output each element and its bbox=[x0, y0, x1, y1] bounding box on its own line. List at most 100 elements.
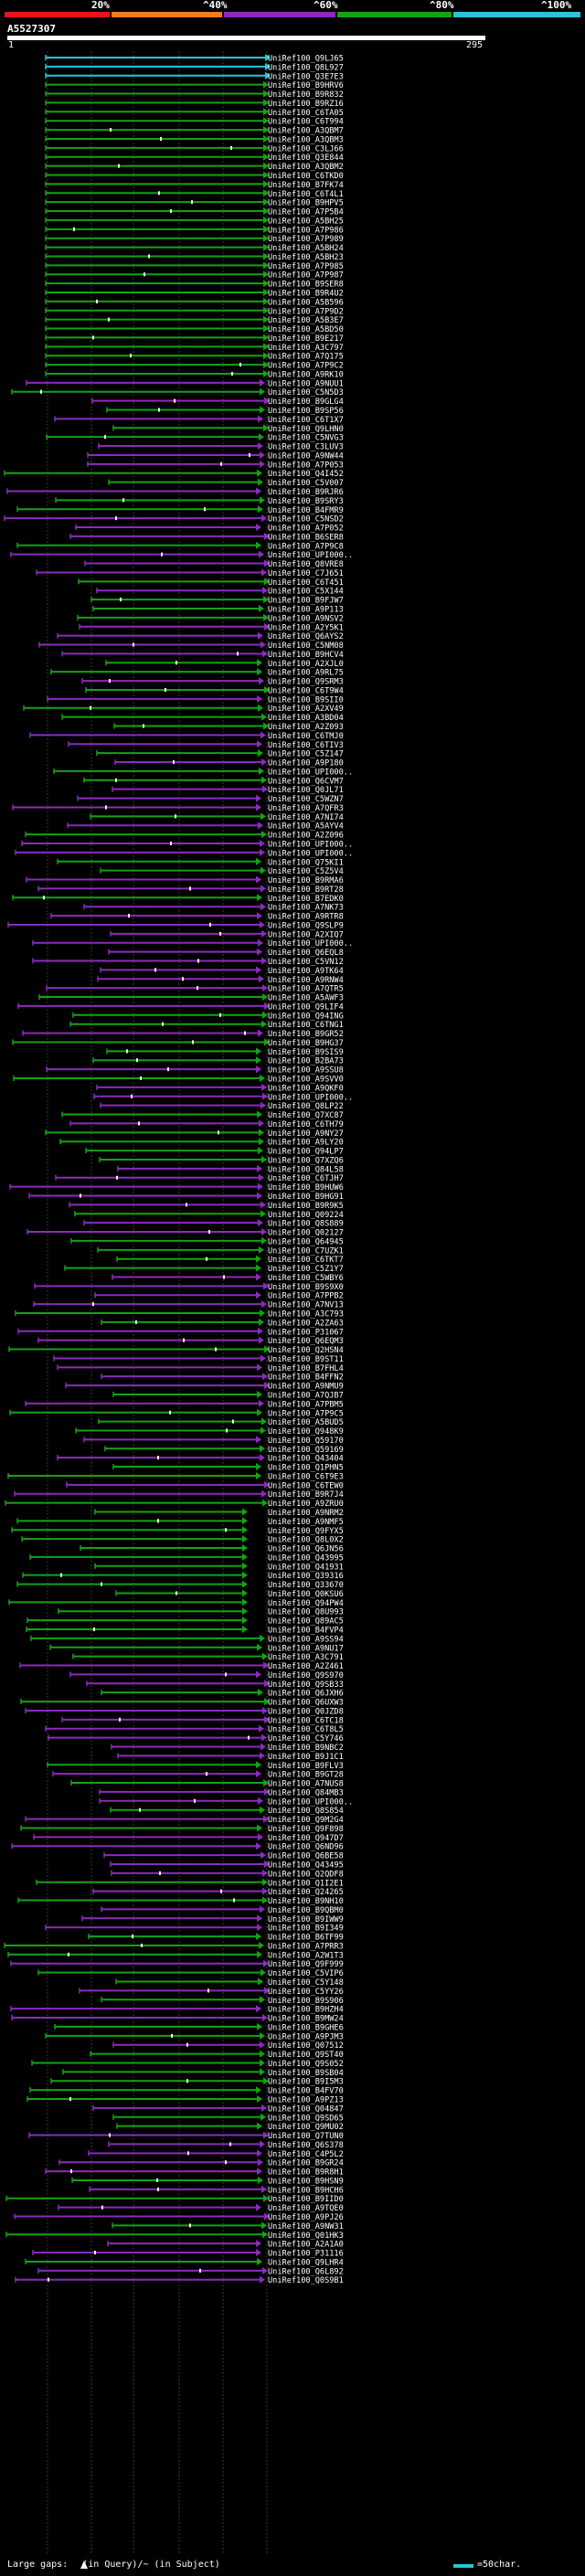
hit-label[interactable]: UniRef100_A9NRM2 bbox=[268, 1509, 344, 1518]
hit-label[interactable]: UniRef100_B9HCV4 bbox=[268, 651, 344, 660]
hit-label[interactable]: UniRef100_A9NUU1 bbox=[268, 379, 344, 388]
hit-label[interactable]: UniRef100_A2XJL0 bbox=[268, 660, 344, 669]
hit-label[interactable]: UniRef100_B9IID0 bbox=[268, 2195, 344, 2204]
hit-label[interactable]: UniRef100_C6TKD0 bbox=[268, 172, 344, 181]
hit-label[interactable]: UniRef100_Q9SD65 bbox=[268, 2114, 344, 2123]
hit-label[interactable]: UniRef100_Q04847 bbox=[268, 2104, 344, 2114]
hit-label[interactable]: UniRef100_A9RTR8 bbox=[268, 913, 344, 922]
hit-label[interactable]: UniRef100_B9HCH6 bbox=[268, 2186, 344, 2195]
hit-label[interactable]: UniRef100_B4FV70 bbox=[268, 2087, 344, 2096]
hit-label[interactable]: UniRef100_Q6EQM3 bbox=[268, 1337, 344, 1346]
hit-label[interactable]: UniRef100_B6SER8 bbox=[268, 533, 344, 542]
hit-label[interactable]: UniRef100_Q07512 bbox=[268, 2041, 344, 2051]
hit-label[interactable]: UniRef100_A9RNW4 bbox=[268, 976, 344, 985]
hit-label[interactable]: UniRef100_A9P180 bbox=[268, 759, 344, 769]
hit-label[interactable]: UniRef100_B9HZH4 bbox=[268, 2006, 344, 2015]
hit-label[interactable]: UniRef100_B9R8H1 bbox=[268, 2168, 344, 2178]
hit-label[interactable]: UniRef100_Q09224 bbox=[268, 1211, 344, 1220]
hit-label[interactable]: UniRef100_A9PZ13 bbox=[268, 2096, 344, 2105]
hit-label[interactable]: UniRef100_B9R4U2 bbox=[268, 290, 344, 299]
hit-label[interactable]: UniRef100_Q7XC87 bbox=[268, 1111, 344, 1120]
hit-label[interactable]: UniRef100_A7P985 bbox=[268, 262, 344, 271]
hit-label[interactable]: UniRef100_A9NMF5 bbox=[268, 1518, 344, 1527]
hit-label[interactable]: UniRef100_A5BH25 bbox=[268, 217, 344, 226]
hit-label[interactable]: UniRef100_C6T4L1 bbox=[268, 190, 344, 199]
hit-label[interactable]: UniRef100_Q9S970 bbox=[268, 1671, 344, 1680]
hit-label[interactable]: UniRef100_B7FK74 bbox=[268, 181, 344, 190]
hit-label[interactable]: UniRef100_A3QBM7 bbox=[268, 127, 344, 136]
hit-label[interactable]: UniRef100_A7NI74 bbox=[268, 813, 344, 822]
hit-label[interactable]: UniRef100_A9NW31 bbox=[268, 2222, 344, 2231]
hit-label[interactable]: UniRef100_Q01HK3 bbox=[268, 2231, 344, 2241]
hit-label[interactable]: UniRef100_B9J1C1 bbox=[268, 1753, 344, 1762]
hit-label[interactable]: UniRef100_B9R832 bbox=[268, 90, 344, 100]
hit-label[interactable]: UniRef100_B7EDK0 bbox=[268, 895, 344, 904]
hit-label[interactable]: UniRef100_A7P5B4 bbox=[268, 208, 344, 217]
hit-label[interactable]: UniRef100_A7PPB2 bbox=[268, 1292, 344, 1301]
hit-label[interactable]: UniRef100_B4FMR9 bbox=[268, 506, 344, 515]
hit-label[interactable]: UniRef100_Q9ST40 bbox=[268, 2051, 344, 2060]
hit-label[interactable]: UniRef100_A7P987 bbox=[268, 271, 344, 281]
hit-label[interactable]: UniRef100_Q9M2G4 bbox=[268, 1816, 344, 1825]
hit-label[interactable]: UniRef100_Q84L58 bbox=[268, 1165, 344, 1174]
hit-label[interactable]: UniRef100_P31116 bbox=[268, 2250, 344, 2259]
hit-label[interactable]: UniRef100_A9QKF0 bbox=[268, 1084, 344, 1093]
hit-label[interactable]: UniRef100_A7PRR3 bbox=[268, 1942, 344, 1951]
hit-label[interactable]: UniRef100_A7P053 bbox=[268, 461, 344, 470]
hit-label[interactable]: UniRef100_Q2QDF8 bbox=[268, 1870, 344, 1879]
hit-label[interactable]: UniRef100_A7NK73 bbox=[268, 904, 344, 913]
hit-label[interactable]: UniRef100_C5Z5V4 bbox=[268, 867, 344, 876]
hit-label[interactable]: UniRef100_C6TC18 bbox=[268, 1716, 344, 1725]
hit-label[interactable]: UniRef100_C5V007 bbox=[268, 479, 344, 488]
hit-label[interactable]: UniRef100_A7P9C2 bbox=[268, 362, 344, 371]
hit-label[interactable]: UniRef100_B4FVP4 bbox=[268, 1626, 344, 1635]
hit-label[interactable]: UniRef100_C5NSD2 bbox=[268, 515, 344, 525]
hit-label[interactable]: UniRef100_C7J651 bbox=[268, 569, 344, 578]
hit-label[interactable]: UniRef100_Q43495 bbox=[268, 1861, 344, 1871]
hit-label[interactable]: UniRef100_Q6BE58 bbox=[268, 1852, 344, 1861]
hit-label[interactable]: UniRef100_Q8L0X2 bbox=[268, 1536, 344, 1545]
hit-label[interactable]: UniRef100_C5YY26 bbox=[268, 1988, 344, 1997]
hit-label[interactable]: UniRef100_A7P9C8 bbox=[268, 542, 344, 551]
hit-label[interactable]: UniRef100_Q0JL71 bbox=[268, 786, 344, 795]
hit-label[interactable]: UniRef100_Q6UXW3 bbox=[268, 1699, 344, 1708]
hit-label[interactable]: UniRef100_A9TK64 bbox=[268, 967, 344, 976]
hit-label[interactable]: UniRef100_Q39316 bbox=[268, 1572, 344, 1581]
hit-label[interactable]: UniRef100_Q9LJ65 bbox=[268, 55, 344, 64]
hit-label[interactable]: UniRef100_C6T8L5 bbox=[268, 1725, 344, 1734]
hit-label[interactable]: UniRef100_C5WZN7 bbox=[268, 795, 344, 804]
hit-label[interactable]: UniRef100_A9SVV0 bbox=[268, 1076, 344, 1085]
hit-label[interactable]: UniRef100_Q6CVM7 bbox=[268, 777, 344, 786]
hit-label[interactable]: UniRef100_C5X144 bbox=[268, 588, 344, 597]
hit-label[interactable]: UniRef100_Q94LP7 bbox=[268, 1148, 344, 1157]
hit-label[interactable]: UniRef100_Q9FYX5 bbox=[268, 1527, 344, 1536]
hit-label[interactable]: UniRef100_C6TNG1 bbox=[268, 1021, 344, 1030]
hit-label[interactable]: UniRef100_A2Z093 bbox=[268, 723, 344, 732]
hit-label[interactable]: UniRef100_C5Z1Y7 bbox=[268, 1265, 344, 1274]
hit-label[interactable]: UniRef100_C6TEW0 bbox=[268, 1481, 344, 1490]
hit-label[interactable]: UniRef100_A9NMU9 bbox=[268, 1383, 344, 1392]
hit-label[interactable]: UniRef100_B9HG37 bbox=[268, 1039, 344, 1048]
hit-label[interactable]: UniRef100_A2Z096 bbox=[268, 832, 344, 841]
hit-label[interactable]: UniRef100_A2Z461 bbox=[268, 1662, 344, 1671]
hit-label[interactable]: UniRef100_C7UZK1 bbox=[268, 1246, 344, 1256]
hit-label[interactable]: UniRef100_Q24265 bbox=[268, 1888, 344, 1897]
hit-label[interactable]: UniRef100_B9HSN9 bbox=[268, 2177, 344, 2186]
hit-label[interactable]: UniRef100_A5B3E7 bbox=[268, 316, 344, 325]
hit-label[interactable]: UniRef100_A2XIQ7 bbox=[268, 930, 344, 939]
hit-label[interactable]: UniRef100_B9GLG4 bbox=[268, 398, 344, 407]
hit-label[interactable]: UniRef100_A3C797 bbox=[268, 344, 344, 353]
hit-label[interactable]: UniRef100_A5AWF3 bbox=[268, 994, 344, 1003]
hit-label[interactable]: UniRef100_A7Q175 bbox=[268, 353, 344, 362]
hit-label[interactable]: UniRef100_A9NY27 bbox=[268, 1129, 344, 1139]
hit-label[interactable]: UniRef100_Q6ND96 bbox=[268, 1843, 344, 1852]
hit-label[interactable]: UniRef100_Q94PW4 bbox=[268, 1599, 344, 1608]
hit-label[interactable]: UniRef100_B9SRY3 bbox=[268, 497, 344, 506]
hit-label[interactable]: UniRef100_C6TKT7 bbox=[268, 1256, 344, 1265]
hit-label[interactable]: UniRef100_Q94ING bbox=[268, 1012, 344, 1021]
hit-label[interactable]: UniRef100_B2BA73 bbox=[268, 1057, 344, 1066]
hit-label[interactable]: UniRef100_A9P113 bbox=[268, 605, 344, 614]
hit-label[interactable]: UniRef100_Q6EQL8 bbox=[268, 949, 344, 958]
hit-label[interactable]: UniRef100_UPI000.. bbox=[268, 939, 353, 949]
hit-label[interactable]: UniRef100_B9HG91 bbox=[268, 1193, 344, 1202]
